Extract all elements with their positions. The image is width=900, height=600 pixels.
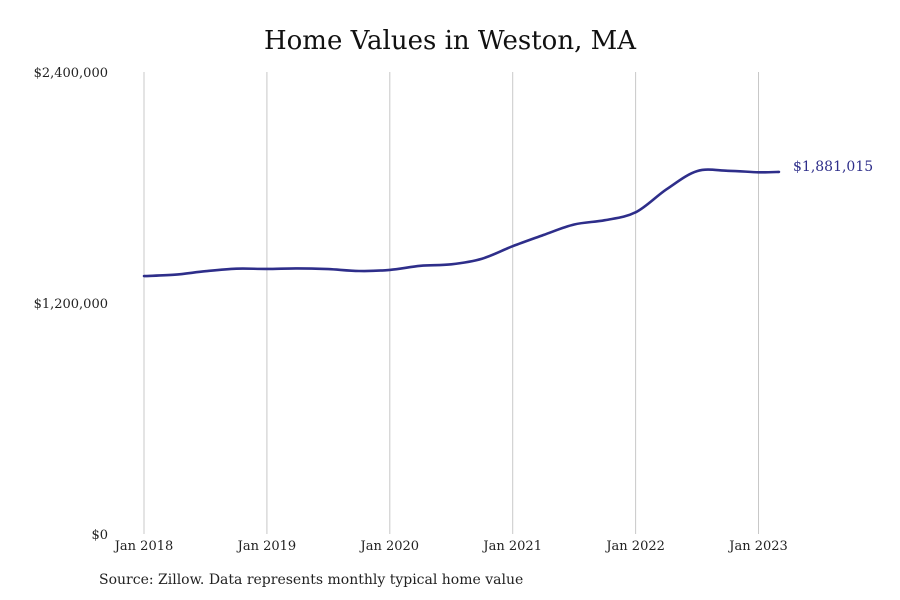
x-tick-label: Jan 2021 <box>481 539 542 554</box>
chart-title: Home Values in Weston, MA <box>263 26 636 56</box>
y-tick-label: $0 <box>91 528 108 543</box>
x-tick-label: Jan 2019 <box>236 539 297 554</box>
y-tick-label: $1,200,000 <box>34 297 108 312</box>
gridlines <box>143 72 760 534</box>
x-tick-label: Jan 2020 <box>359 539 420 554</box>
series-line <box>142 168 781 278</box>
x-tick-label: Jan 2022 <box>604 539 665 554</box>
y-axis: $0 $1,200,000 $2,400,000 <box>34 66 108 543</box>
series-layer: $1,881,015 <box>142 159 873 278</box>
y-tick-label: $2,400,000 <box>34 66 108 81</box>
x-axis: Jan 2018 Jan 2019 Jan 2020 Jan 2021 Jan 2022… <box>113 539 788 554</box>
source-note: Source: Zillow. Data represents monthly … <box>99 572 524 588</box>
x-tick-label: Jan 2018 <box>113 539 174 554</box>
end-value-label: $1,881,015 <box>793 159 873 175</box>
x-tick-label: Jan 2023 <box>727 539 788 554</box>
